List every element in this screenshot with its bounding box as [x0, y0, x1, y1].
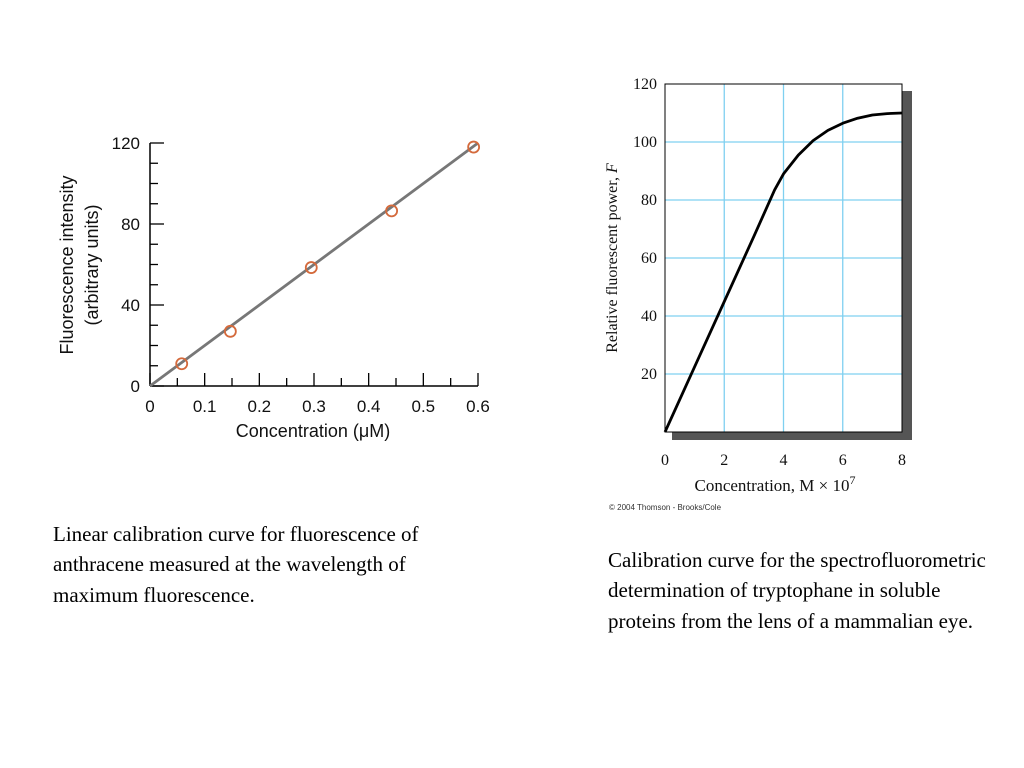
left-y-label-line2: (arbitrary units) [82, 204, 102, 325]
copyright-text: © 2004 Thomson - Brooks/Cole [609, 503, 722, 512]
left-data-point [175, 357, 189, 371]
left-data-point [304, 261, 318, 274]
left-x-tick-label: 0.6 [466, 397, 490, 416]
right-y-tick-label: 80 [641, 192, 657, 209]
left-y-tick-label: 120 [112, 134, 140, 153]
left-x-tick-label: 0.3 [302, 397, 326, 416]
left-x-tick-label: 0 [145, 397, 154, 416]
right-caption: Calibration curve for the spectrofluorom… [608, 548, 986, 633]
left-y-label-line1: Fluorescence intensity [57, 175, 77, 354]
left-y-tick-label: 40 [121, 296, 140, 315]
left-fit-line [149, 141, 479, 388]
right-chart: 0 2 4 6 8 20 40 60 80 100 120 Relative fluorescent… [604, 76, 912, 512]
left-x-label: Concentration (μM) [236, 421, 390, 441]
right-x-tick-label: 6 [839, 452, 847, 469]
left-x-tick-label: 0.5 [412, 397, 436, 416]
right-x-tick-label: 2 [720, 452, 728, 469]
right-y-tick-label: 40 [641, 308, 657, 325]
right-y-tick-label: 60 [641, 250, 657, 267]
right-x-tick-label: 4 [780, 452, 788, 469]
left-caption: Linear calibration curve for fluorescenc… [53, 522, 419, 607]
left-y-tick-label: 80 [121, 215, 140, 234]
left-data-point [467, 140, 481, 154]
right-y-tick-label: 100 [633, 134, 657, 151]
right-y-label: Relative fluorescent power, F [604, 163, 621, 353]
right-y-tick-label: 120 [633, 76, 657, 93]
right-plot-frame [664, 83, 903, 433]
left-x-tick-label: 0.4 [357, 397, 381, 416]
right-calibration-curve [663, 111, 903, 433]
left-x-tick-label: 0.2 [248, 397, 272, 416]
right-y-tick-label: 20 [641, 366, 657, 383]
right-x-tick-label: 8 [898, 452, 906, 469]
left-data-point [223, 324, 237, 338]
left-data-point [385, 204, 399, 218]
left-y-tick-label: 0 [131, 377, 140, 396]
left-x-tick-label: 0.1 [193, 397, 217, 416]
right-x-label: Concentration, M × 107 [694, 473, 855, 495]
right-x-tick-label: 0 [661, 452, 669, 469]
left-chart: 0 0.1 0.2 0.3 0.4 0.5 0.6 0 40 80 120 Fluorescence… [57, 134, 490, 441]
